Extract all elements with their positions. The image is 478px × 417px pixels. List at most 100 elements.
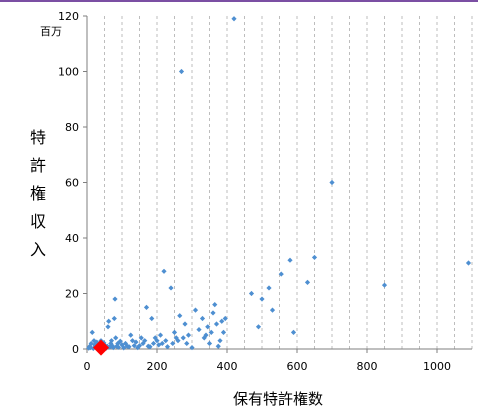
data-point [196, 326, 202, 333]
data-point [206, 340, 213, 347]
data-points [86, 16, 472, 356]
x-tick-label: 600 [287, 360, 308, 373]
data-point [266, 285, 272, 291]
data-point [136, 343, 143, 349]
data-point [117, 338, 123, 344]
data-point [178, 68, 185, 75]
data-point [157, 332, 164, 338]
data-point [112, 296, 118, 302]
data-point [210, 310, 216, 316]
data-point [208, 329, 214, 335]
data-point [171, 329, 178, 335]
data-point [115, 344, 122, 350]
data-point [290, 329, 297, 335]
data-point [220, 329, 227, 335]
data-point [255, 324, 262, 330]
x-tick-label: 800 [357, 360, 378, 373]
data-point [185, 332, 192, 338]
data-point [215, 343, 221, 349]
data-point [150, 340, 157, 347]
axes [83, 15, 472, 353]
y-tick-label: 0 [72, 343, 79, 356]
y-tick-label: 120 [58, 10, 79, 23]
data-point [184, 340, 190, 347]
data-point [173, 335, 179, 341]
data-point [128, 332, 134, 338]
data-point [106, 318, 112, 324]
grid-lines [104, 16, 473, 349]
data-point [199, 315, 206, 322]
y-tick-label: 100 [58, 66, 79, 79]
data-point [203, 332, 209, 338]
data-point [168, 285, 174, 291]
data-point [465, 260, 472, 266]
data-point [156, 342, 162, 348]
data-point [87, 345, 94, 351]
data-point [119, 342, 125, 348]
data-point [113, 335, 119, 341]
x-axis-label: 保有特許権数 [233, 390, 323, 408]
y-unit-label: 百万 [40, 25, 62, 38]
data-point [140, 340, 146, 347]
data-point [89, 329, 95, 335]
data-point [121, 345, 127, 351]
data-point [212, 302, 218, 308]
data-point [163, 338, 169, 344]
data-point [147, 344, 153, 350]
x-tick-label: 1000 [423, 360, 451, 373]
x-tick-label: 400 [217, 360, 238, 373]
data-point [114, 343, 120, 349]
data-point [161, 268, 167, 274]
data-point [311, 254, 318, 261]
data-point [248, 290, 255, 297]
top-rule [0, 0, 478, 2]
data-point [131, 343, 137, 349]
y-axis-label-char: 入 [30, 240, 46, 259]
data-point [105, 324, 111, 330]
y-axis-label-char: 収 [30, 212, 46, 231]
y-tick-label: 20 [65, 288, 79, 301]
data-point [222, 315, 228, 322]
data-point [108, 338, 115, 344]
data-point [159, 340, 165, 347]
y-axis-label-char: 許 [30, 156, 46, 175]
data-point [182, 321, 188, 327]
tick-labels: 0 20 40 60 80 100 120 0 200 400 600 800 1000 [58, 10, 451, 373]
data-point [126, 344, 132, 350]
x-tick-label: 0 [84, 360, 91, 373]
data-point [231, 16, 237, 22]
data-point [175, 338, 181, 344]
data-point [219, 318, 225, 324]
data-point [192, 307, 199, 313]
data-point [170, 340, 176, 347]
data-point [138, 335, 144, 341]
data-point [129, 338, 136, 344]
data-point [92, 342, 98, 348]
y-tick-label: 80 [65, 121, 79, 134]
data-point [304, 279, 311, 285]
data-point [152, 335, 158, 341]
data-point [164, 344, 171, 350]
data-point [91, 338, 97, 344]
data-point [217, 338, 223, 344]
data-point [149, 315, 155, 322]
y-axis-label-char: 特 [30, 128, 46, 147]
data-point [329, 179, 335, 186]
data-point [213, 321, 220, 327]
data-point [205, 324, 211, 330]
data-point [189, 345, 195, 351]
y-tick-label: 60 [65, 177, 79, 190]
data-point [110, 345, 116, 351]
data-point [287, 257, 293, 263]
y-tick-label: 40 [65, 232, 79, 245]
data-point [154, 338, 160, 344]
data-point [381, 282, 388, 288]
data-point [177, 313, 183, 319]
data-point [111, 315, 117, 322]
data-point [201, 335, 207, 341]
highlight-point [93, 339, 109, 356]
data-point [259, 296, 265, 302]
